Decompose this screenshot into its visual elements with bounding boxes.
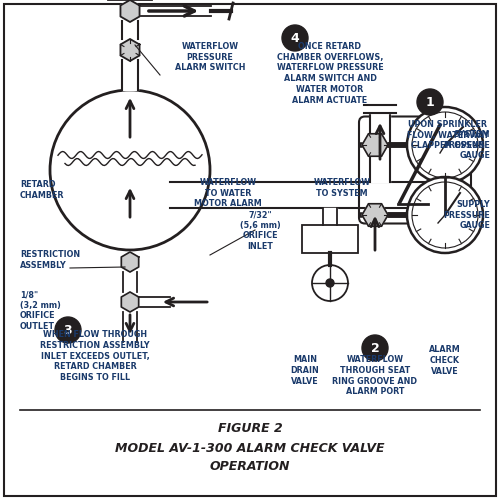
- Text: 2: 2: [370, 342, 380, 354]
- Text: 7/32"
(5,6 mm)
ORIFICE
INLET: 7/32" (5,6 mm) ORIFICE INLET: [240, 210, 281, 251]
- Text: FIGURE 2: FIGURE 2: [218, 422, 282, 434]
- Circle shape: [50, 90, 210, 250]
- Text: 3: 3: [64, 324, 72, 336]
- Circle shape: [417, 89, 443, 115]
- Text: SUPPLY
PRESSURE
GAUGE: SUPPLY PRESSURE GAUGE: [444, 200, 490, 230]
- Polygon shape: [120, 0, 140, 22]
- Text: MAIN
DRAIN
VALVE: MAIN DRAIN VALVE: [290, 355, 320, 386]
- Text: WATERFLOW
TO WATER
MOTOR ALARM: WATERFLOW TO WATER MOTOR ALARM: [194, 178, 262, 208]
- Text: WATERFLOW
PRESSURE
ALARM SWITCH: WATERFLOW PRESSURE ALARM SWITCH: [175, 42, 245, 72]
- FancyBboxPatch shape: [359, 116, 471, 224]
- Text: WHEN FLOW THROUGH
RESTRICTION ASSEMBLY
INLET EXCEEDS OUTLET,
RETARD CHAMBER
BEGI: WHEN FLOW THROUGH RESTRICTION ASSEMBLY I…: [40, 330, 150, 382]
- Circle shape: [407, 177, 483, 253]
- Polygon shape: [122, 252, 138, 272]
- Text: 1: 1: [426, 96, 434, 108]
- Text: RETARD
CHAMBER: RETARD CHAMBER: [20, 180, 64, 200]
- FancyBboxPatch shape: [302, 225, 358, 253]
- Text: WATERFLOW
TO SYSTEM: WATERFLOW TO SYSTEM: [314, 178, 370, 198]
- Circle shape: [326, 279, 334, 287]
- Polygon shape: [362, 134, 388, 156]
- Circle shape: [362, 335, 388, 361]
- Text: ALARM
CHECK
VALVE: ALARM CHECK VALVE: [429, 345, 461, 376]
- Text: SYSTEM
PRESSURE
GAUGE: SYSTEM PRESSURE GAUGE: [444, 130, 490, 160]
- Text: MODEL AV-1-300 ALARM CHECK VALVE: MODEL AV-1-300 ALARM CHECK VALVE: [115, 442, 385, 454]
- Polygon shape: [362, 204, 388, 227]
- Text: UPON SPRINKLER
FLOW, WATERWAY
CLAPPER OPENS: UPON SPRINKLER FLOW, WATERWAY CLAPPER OP…: [407, 120, 489, 150]
- Circle shape: [407, 107, 483, 183]
- Text: RESTRICTION
ASSEMBLY: RESTRICTION ASSEMBLY: [20, 250, 80, 270]
- Text: 1/8"
(3,2 mm)
ORIFICE
OUTLET: 1/8" (3,2 mm) ORIFICE OUTLET: [20, 290, 61, 331]
- FancyBboxPatch shape: [4, 4, 496, 496]
- Text: OPERATION: OPERATION: [210, 460, 290, 472]
- Polygon shape: [120, 39, 140, 61]
- Text: WATERFLOW
THROUGH SEAT
RING GROOVE AND
ALARM PORT: WATERFLOW THROUGH SEAT RING GROOVE AND A…: [332, 355, 418, 396]
- Polygon shape: [122, 292, 138, 312]
- Circle shape: [282, 25, 308, 51]
- Circle shape: [55, 317, 81, 343]
- Text: 4: 4: [290, 32, 300, 44]
- Text: ONCE RETARD
CHAMBER OVERFLOWS,
WATERFLOW PRESSURE
ALARM SWITCH AND
WATER MOTOR
A: ONCE RETARD CHAMBER OVERFLOWS, WATERFLOW…: [276, 42, 384, 105]
